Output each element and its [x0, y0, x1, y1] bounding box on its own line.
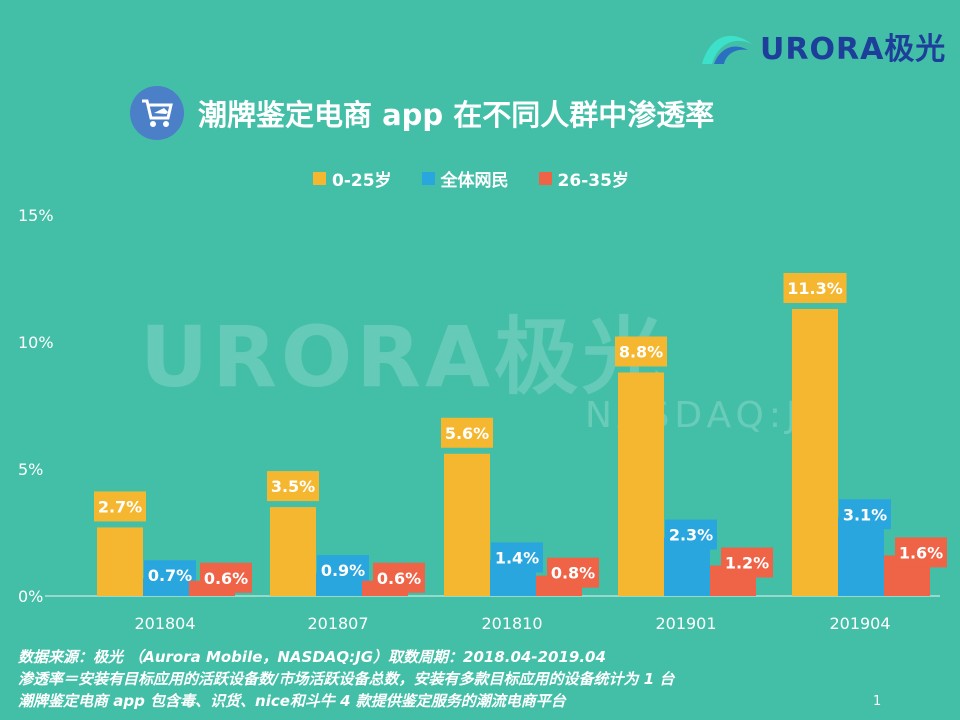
data-label-box [267, 471, 319, 502]
data-label-box [615, 336, 667, 367]
data-label-box [783, 272, 847, 303]
data-label: 5.6% [445, 424, 489, 443]
bar-0 [97, 527, 143, 596]
brand-logo: URORA极光 [700, 24, 946, 68]
y-tick-label: 10% [18, 333, 54, 352]
data-label-box [839, 499, 891, 530]
legend-item-0-25: 0-25岁 [313, 166, 392, 191]
title-row: 潮牌鉴定电商 app 在不同人群中渗透率 [130, 86, 714, 140]
bar-0 [792, 308, 838, 596]
data-label-box [200, 562, 252, 593]
data-label: 8.8% [619, 342, 663, 361]
legend-label: 26-35岁 [557, 171, 629, 191]
data-label: 1.6% [899, 543, 943, 562]
bar-0 [618, 372, 664, 596]
bar-0 [444, 453, 490, 596]
x-tick-label: 201807 [307, 614, 368, 633]
y-tick-label: 5% [18, 460, 43, 479]
bar-1 [838, 517, 884, 596]
data-label: 2.7% [98, 497, 142, 516]
x-tick-label: 201901 [655, 614, 716, 633]
data-label: 1.2% [725, 554, 769, 573]
watermark: URORA极光 [140, 308, 670, 406]
logo-text: URORA极光 [760, 32, 947, 67]
legend-item-26-35: 26-35岁 [538, 166, 629, 191]
legend-swatch [421, 172, 435, 185]
data-label-box [721, 547, 773, 578]
data-label: 3.1% [843, 505, 887, 524]
data-label-box [144, 560, 196, 591]
x-tick-label: 201904 [829, 614, 890, 633]
legend-label: 全体网民 [440, 171, 509, 191]
footnote-scope: 潮牌鉴定电商 app 包含毒、识货、nice和斗牛 4 款提供鉴定服务的潮流电商… [18, 692, 566, 710]
data-label: 0.9% [321, 561, 365, 580]
footnote-definition: 渗透率＝安装有目标应用的活跃设备数/市场活跃设备总数，安装有多款目标应用的设备统… [18, 670, 675, 688]
data-label-box [94, 491, 146, 522]
page-number: 1 [873, 694, 882, 709]
aurora-logo-icon [702, 35, 752, 64]
data-label: 0.6% [204, 569, 248, 588]
data-label-box [665, 519, 717, 550]
data-label-box [441, 417, 493, 448]
legend-swatch [313, 172, 326, 185]
data-label: 0.8% [551, 564, 595, 583]
legend-swatch [538, 172, 552, 185]
data-label: 2.3% [669, 526, 713, 545]
data-label: 3.5% [271, 477, 315, 496]
footnote-source: 数据来源：极光 （Aurora Mobile，NASDAQ:JG）取数周期：20… [18, 648, 606, 666]
legend: 0-25岁 全体网民 26-35岁 [313, 166, 629, 191]
x-tick-label: 201810 [481, 614, 542, 633]
footnotes: 数据来源：极光 （Aurora Mobile，NASDAQ:JG）取数周期：20… [18, 646, 674, 712]
data-label: 0.6% [377, 569, 421, 588]
data-label: 0.7% [148, 566, 192, 585]
data-label-box [547, 557, 599, 588]
y-tick-label: 15% [18, 206, 54, 225]
data-label-box [373, 562, 425, 593]
data-label-box [895, 537, 947, 568]
y-tick-label: 0% [18, 587, 43, 606]
data-label-box [317, 555, 369, 586]
legend-label: 0-25岁 [332, 171, 392, 191]
chart-title: 潮牌鉴定电商 app 在不同人群中渗透率 [198, 98, 715, 132]
x-tick-label: 201804 [134, 614, 195, 633]
shopping-cart-icon [130, 86, 184, 140]
bar-0 [270, 507, 316, 596]
legend-item-all: 全体网民 [421, 166, 509, 191]
data-label: 11.3% [787, 279, 843, 298]
data-label: 1.4% [495, 548, 539, 567]
data-label-box [491, 542, 543, 573]
